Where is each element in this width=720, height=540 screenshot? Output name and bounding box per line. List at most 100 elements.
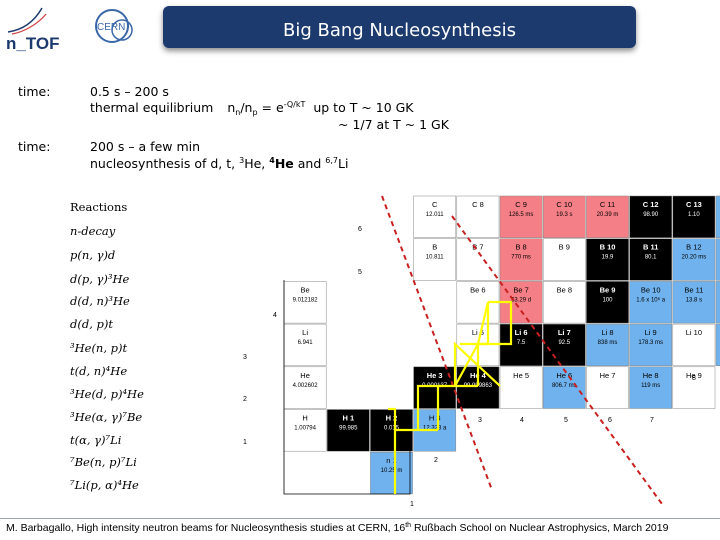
col-label: 6 [608,417,612,424]
nuclide-cell [326,409,370,452]
nuclide-name: Be 11 [684,285,703,294]
nuclide-value: 806.7 ms [552,383,577,389]
reaction-item: d(p, γ)³He [70,272,130,286]
line2-sub: nucleosynthesis of d, t, 3He, 4He and 6,… [90,156,348,171]
path-he3 [416,384,441,430]
nuclide-cell [413,238,457,281]
nuclide-name: C 9 [515,200,527,209]
nuclide-cell [672,323,716,367]
eq-exponent: -Q/kT [283,100,306,109]
nuclide-name: C 13 [686,200,702,209]
nuclide-value: 10.25 m [381,468,403,474]
nuclide-name: Li 9 [645,328,657,337]
nuclide-cell [586,281,629,324]
nuclide-cell [456,238,500,281]
nuclide-value: 1.10 [688,212,700,218]
nuclide-name: Be [301,285,310,294]
nuclide-name: Li 7 [558,328,571,337]
nuclide-cell [499,366,543,409]
nuclide-value: 9.012182 [293,297,319,303]
nuclide-name: B 7 [472,243,483,252]
nuclide-value: 20.39 m [597,212,619,218]
row-label: 6 [358,226,362,233]
chart-outline [283,280,411,495]
nuclide-cell [283,366,327,409]
nuclide-value: 19.9 [602,255,614,261]
diagonal-line [381,195,493,491]
nuclide-value: 126.5 ms [509,212,534,218]
nuclide-cell [542,323,586,367]
cern-logo: CERN [86,6,146,46]
nuclide-name: H 1 [342,414,354,423]
footer-sup: th [405,522,412,529]
nuclide-name: He [300,371,310,380]
li-sup: 6,7 [325,156,338,165]
nuclide-name: He 7 [600,371,616,380]
nuclide-name: He 9 [686,371,702,380]
col-label: 8 [692,375,696,382]
nuclide-name: He 3 [427,371,443,380]
reaction-item: d(d, n)³He [70,294,130,308]
he3-text: He, [244,156,270,171]
nuclide-cell [586,323,629,367]
nuclide-cell [499,195,543,238]
nuclide-name: B [432,243,437,252]
eq-sub-p: p [252,108,258,117]
nuclide-name: Be 8 [557,285,572,294]
eq-slash: /n [240,100,253,115]
he4-sup: 4 [269,156,275,165]
nuclide-name: Be 9 [600,285,616,294]
nuclide-cell [672,238,716,281]
nuclide-cell [542,195,586,238]
col-label: 1 [410,501,414,508]
eq-n: n [227,100,236,115]
nuclide-value: 92.5 [558,340,570,346]
nuclide-name: n 1 [386,456,396,465]
path-be7 [453,341,501,387]
nuclide-value: 100 [602,297,613,303]
nuclide-name: Be 10 [641,285,661,294]
nuclide-name: C 12 [643,200,659,209]
nuclide-value: 1.00794 [294,426,316,432]
nuclide-cell [715,238,720,281]
reaction-item: ³He(d, p)⁴He [70,387,144,401]
nuclide-value: 0.015 [384,426,400,432]
nuclide-cell [586,238,629,281]
nuclide-name: He 8 [643,371,659,380]
cern-logo-text: CERN [97,22,125,33]
footer-text: M. Barbagallo, High intensity neutron be… [6,522,668,534]
reaction-item: n-decay [70,224,116,238]
row-label: 4 [273,312,277,319]
reaction-item: t(α, γ)⁷Li [70,433,122,447]
nuclide-name: C 11 [600,200,615,209]
nuclide-cell [542,366,586,409]
ntof-logo: n_TOF [4,4,82,53]
nuclide-cell [499,238,543,281]
col-label: 3 [478,417,482,424]
he3-sup: 3 [239,156,245,165]
path-li7 [476,300,513,386]
nuclide-name: B 10 [600,243,616,252]
nuclide-cell [715,281,720,324]
nuclide-cell [542,238,586,281]
nuclide-value: 12.323 a [423,426,447,432]
nuclide-cell [672,195,716,238]
nuclide-cell [283,281,327,324]
line2-main: 200 s – a few min [90,139,201,154]
nuclide-value: 53.29 d [511,297,531,303]
nuclide-value: 98.90 [643,212,659,218]
nuclide-name: Li 5 [472,328,484,337]
nuclide-name: C 10 [556,200,572,209]
title-bar: Big Bang Nucleosynthesis [163,6,636,48]
nuclide-name: H [302,414,307,423]
thermal-text: thermal equilibrium [90,100,214,115]
nuclide-cell [629,195,673,238]
reaction-item: ³He(α, γ)⁷Be [70,410,143,424]
eq-tail: up to T ~ 10 GK [305,100,414,115]
reaction-item: ⁷Li(p, α)⁴He [70,478,139,492]
reaction-item: d(d, p)t [70,317,113,331]
row-label: 2 [243,396,247,403]
nuclide-name: Be 7 [513,285,528,294]
nuclide-cell [283,323,327,367]
nuclide-name: C 8 [472,200,484,209]
